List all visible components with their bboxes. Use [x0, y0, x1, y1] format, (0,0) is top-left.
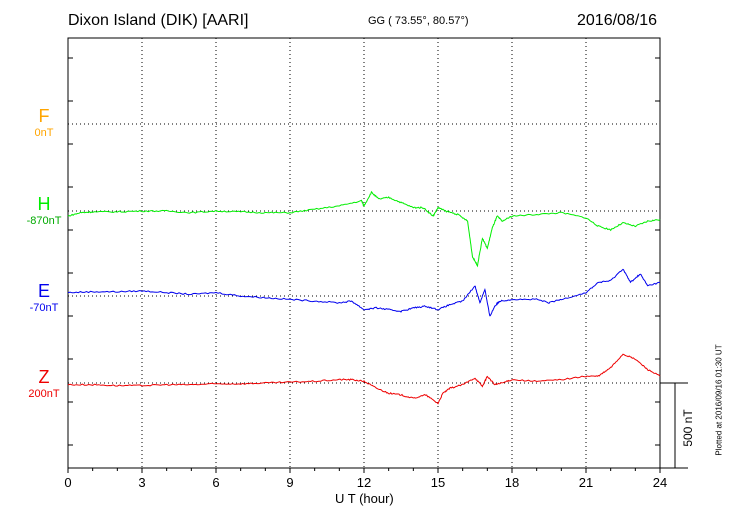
channel-z-baseline: 200nT: [28, 388, 60, 400]
plot-date: 2016/08/16: [577, 12, 658, 29]
channel-h-baseline: -870nT: [26, 215, 62, 227]
plotted-timestamp: Plotted at 2016/09/16 01:30 UT: [714, 344, 724, 456]
x-tick-label: 21: [579, 475, 593, 490]
station-coordinates: GG ( 73.55°, 80.57°): [368, 15, 469, 27]
x-axis-label: U T (hour): [335, 491, 394, 506]
channel-f-label: F 0nT: [24, 106, 64, 139]
x-tick-label: 12: [357, 475, 371, 490]
channel-e-baseline: -70nT: [29, 302, 59, 314]
x-tick-label: 18: [505, 475, 519, 490]
channel-f-baseline: 0nT: [34, 127, 54, 139]
series-h-trace: [67, 190, 661, 268]
x-tick-label: 6: [212, 475, 219, 490]
station-title: Dixon Island (DIK) [AARI]: [68, 12, 249, 29]
channel-e-label: E -70nT: [24, 281, 64, 314]
channel-z-label: Z 200nT: [24, 367, 64, 400]
series-e-trace: [67, 268, 660, 317]
channel-e-name: E: [37, 281, 50, 301]
x-tick-label: 9: [286, 475, 293, 490]
channel-f-name: F: [38, 106, 50, 126]
channel-h-name: H: [37, 194, 51, 214]
x-tick-label: 3: [138, 475, 145, 490]
series-z-trace: [67, 353, 661, 405]
x-tick-label: 24: [653, 475, 667, 490]
scale-bar-label: 500 nT: [681, 409, 695, 447]
x-tick-label: 0: [64, 475, 71, 490]
channel-h-label: H -870nT: [24, 194, 64, 227]
x-tick-label: 15: [431, 475, 445, 490]
channel-z-name: Z: [38, 367, 50, 387]
